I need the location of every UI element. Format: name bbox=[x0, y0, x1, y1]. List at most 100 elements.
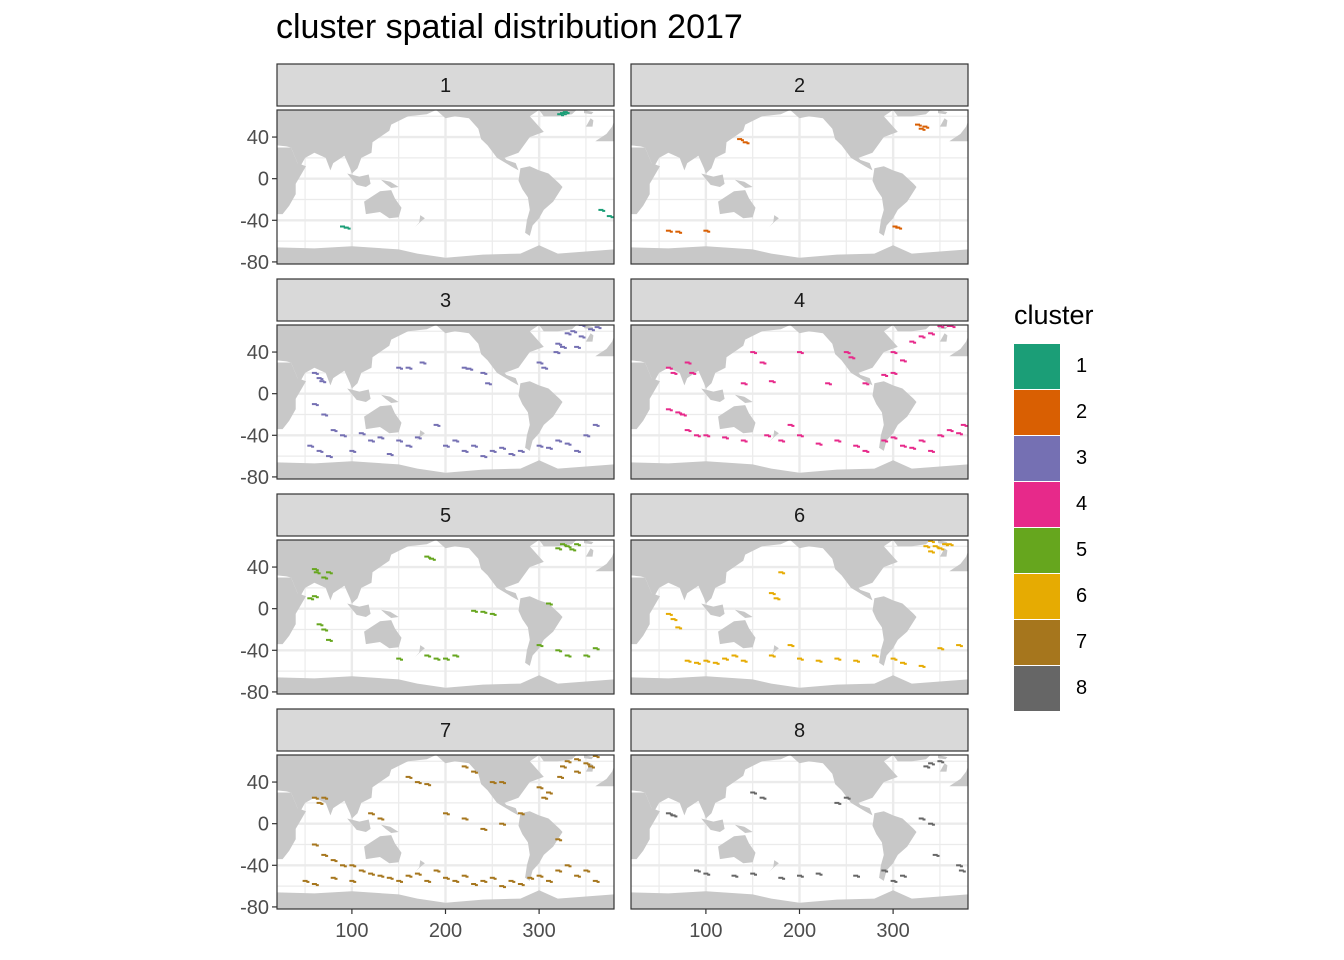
cluster-point bbox=[358, 869, 364, 872]
land-shape bbox=[938, 110, 948, 115]
cluster-point bbox=[725, 437, 729, 440]
cluster-point bbox=[409, 875, 413, 878]
cluster-point bbox=[414, 436, 420, 439]
cluster-point bbox=[512, 880, 516, 883]
cluster-point bbox=[750, 872, 756, 875]
cluster-point bbox=[941, 648, 945, 651]
cluster-point bbox=[918, 124, 922, 127]
land-shape bbox=[347, 173, 371, 187]
land-shape bbox=[584, 540, 594, 545]
cluster-point bbox=[688, 430, 692, 433]
cluster-point bbox=[493, 613, 497, 616]
cluster-point bbox=[315, 569, 319, 572]
cluster-point bbox=[418, 782, 422, 785]
cluster-point bbox=[946, 543, 952, 546]
land-shape bbox=[631, 890, 968, 909]
cluster-point bbox=[778, 439, 784, 442]
land-shape bbox=[595, 336, 614, 357]
cluster-point bbox=[536, 874, 542, 877]
cluster-point bbox=[503, 823, 506, 826]
facet-panel-5: 5 40 0 -40 -80 bbox=[240, 493, 615, 704]
land-shape bbox=[734, 824, 753, 833]
y-tick-label: -80 bbox=[240, 467, 269, 489]
cluster-point bbox=[881, 869, 887, 872]
cluster-point bbox=[895, 226, 901, 229]
cluster-point bbox=[909, 340, 915, 343]
land-shape bbox=[718, 835, 756, 864]
cluster-point bbox=[931, 763, 935, 766]
cluster-point bbox=[484, 456, 488, 459]
cluster-point bbox=[424, 783, 430, 786]
cluster-point bbox=[326, 638, 331, 641]
cluster-point bbox=[414, 872, 420, 875]
cluster-point bbox=[744, 440, 748, 443]
cluster-point bbox=[461, 765, 467, 768]
cluster-point bbox=[315, 404, 319, 407]
cluster-point bbox=[428, 784, 432, 787]
cluster-point bbox=[325, 629, 329, 632]
cluster-point bbox=[541, 796, 547, 799]
land-shape bbox=[790, 325, 898, 386]
cluster-point bbox=[665, 812, 671, 815]
cluster-point bbox=[598, 327, 602, 330]
cluster-point bbox=[570, 330, 576, 333]
cluster-point bbox=[722, 657, 728, 660]
cluster-point bbox=[377, 874, 383, 877]
cluster-point bbox=[890, 371, 896, 374]
land-shape bbox=[893, 540, 931, 547]
cluster-point bbox=[583, 654, 589, 657]
cluster-point bbox=[320, 624, 324, 627]
cluster-point bbox=[540, 787, 544, 790]
cluster-point bbox=[679, 627, 683, 630]
cluster-point bbox=[320, 802, 324, 805]
cluster-point bbox=[334, 877, 338, 880]
cluster-point bbox=[602, 209, 606, 212]
cluster-point bbox=[566, 112, 570, 115]
cluster-point bbox=[928, 822, 934, 825]
facet-strip bbox=[630, 63, 969, 107]
facet-strip bbox=[276, 278, 615, 322]
cluster-point bbox=[592, 423, 598, 426]
cluster-point bbox=[875, 655, 879, 658]
facet-panel-2: 2 bbox=[630, 63, 969, 265]
cluster-point bbox=[956, 864, 962, 867]
cluster-point bbox=[707, 230, 711, 233]
cluster-point bbox=[564, 332, 570, 335]
cluster-point bbox=[900, 359, 905, 362]
y-tick-label: -40 bbox=[240, 210, 269, 232]
cluster-point bbox=[574, 874, 580, 877]
land-shape bbox=[595, 121, 614, 142]
cluster-point bbox=[853, 444, 859, 447]
cluster-point bbox=[423, 362, 427, 365]
cluster-point bbox=[591, 766, 595, 769]
cluster-point bbox=[959, 645, 963, 648]
cluster-point bbox=[665, 229, 671, 232]
cluster-point bbox=[922, 128, 926, 131]
land-shape bbox=[584, 755, 594, 760]
cluster-point bbox=[675, 230, 681, 233]
land-shape bbox=[518, 166, 563, 236]
cluster-point bbox=[941, 761, 945, 764]
cluster-point bbox=[927, 546, 931, 549]
cluster-point bbox=[527, 876, 533, 879]
cluster-point bbox=[568, 761, 572, 764]
cluster-point bbox=[503, 886, 506, 889]
cluster-point bbox=[922, 336, 926, 339]
cluster-point bbox=[521, 884, 525, 887]
cluster-point bbox=[443, 812, 448, 815]
y-tick-label: 40 bbox=[247, 342, 269, 364]
cluster-point bbox=[557, 113, 563, 116]
cluster-point bbox=[952, 326, 956, 329]
cluster-point bbox=[559, 839, 563, 842]
cluster-point bbox=[772, 381, 776, 384]
cluster-point bbox=[316, 449, 322, 452]
cluster-point bbox=[759, 796, 765, 799]
cluster-point bbox=[922, 125, 928, 128]
legend-label: 1 bbox=[1076, 354, 1088, 377]
panel-border bbox=[276, 109, 615, 265]
x-tick-label: 100 bbox=[335, 920, 368, 942]
cluster-point bbox=[371, 873, 375, 876]
cluster-point bbox=[499, 781, 505, 784]
cluster-point bbox=[946, 429, 952, 432]
cluster-point bbox=[334, 430, 338, 433]
